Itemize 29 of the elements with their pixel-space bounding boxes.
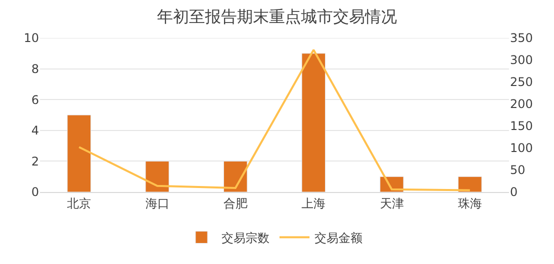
legend-label: 交易宗数: [222, 230, 270, 245]
y-tick-label: 2: [31, 154, 39, 168]
y2-tick-label: 350: [510, 31, 533, 46]
bar: [223, 160, 248, 192]
x-tick-label: 合肥: [223, 196, 248, 210]
x-tick-label: 珠海: [458, 196, 482, 210]
y-tick-label: 6: [31, 92, 39, 107]
y-tick-label: 0: [31, 185, 39, 200]
y2-tick-label: 250: [510, 75, 533, 90]
bar: [302, 53, 326, 192]
x-tick-label: 北京: [67, 196, 92, 210]
chart-title: 年初至报告期末重点城市交易情况: [157, 6, 397, 26]
bar: [145, 160, 170, 192]
y-tick-label: 8: [31, 62, 39, 76]
x-tick-label: 天津: [380, 196, 404, 210]
y2-tick-label: 100: [510, 141, 533, 156]
line-series: [78, 48, 471, 192]
legend-label: 交易金额: [314, 230, 362, 245]
x-tick-label: 海口: [145, 196, 170, 210]
y2-tick-label: 300: [510, 53, 533, 68]
x-tick-label: 上海: [302, 196, 326, 210]
y-tick-label: 10: [24, 31, 39, 46]
bar: [458, 176, 482, 192]
bar: [67, 114, 92, 192]
y2-tick-label: 0: [510, 185, 518, 200]
y2-tick-label: 50: [510, 163, 526, 178]
y2-tick-label: 200: [510, 97, 533, 112]
y2-tick-label: 150: [510, 119, 533, 134]
y-tick-label: 4: [31, 124, 39, 138]
